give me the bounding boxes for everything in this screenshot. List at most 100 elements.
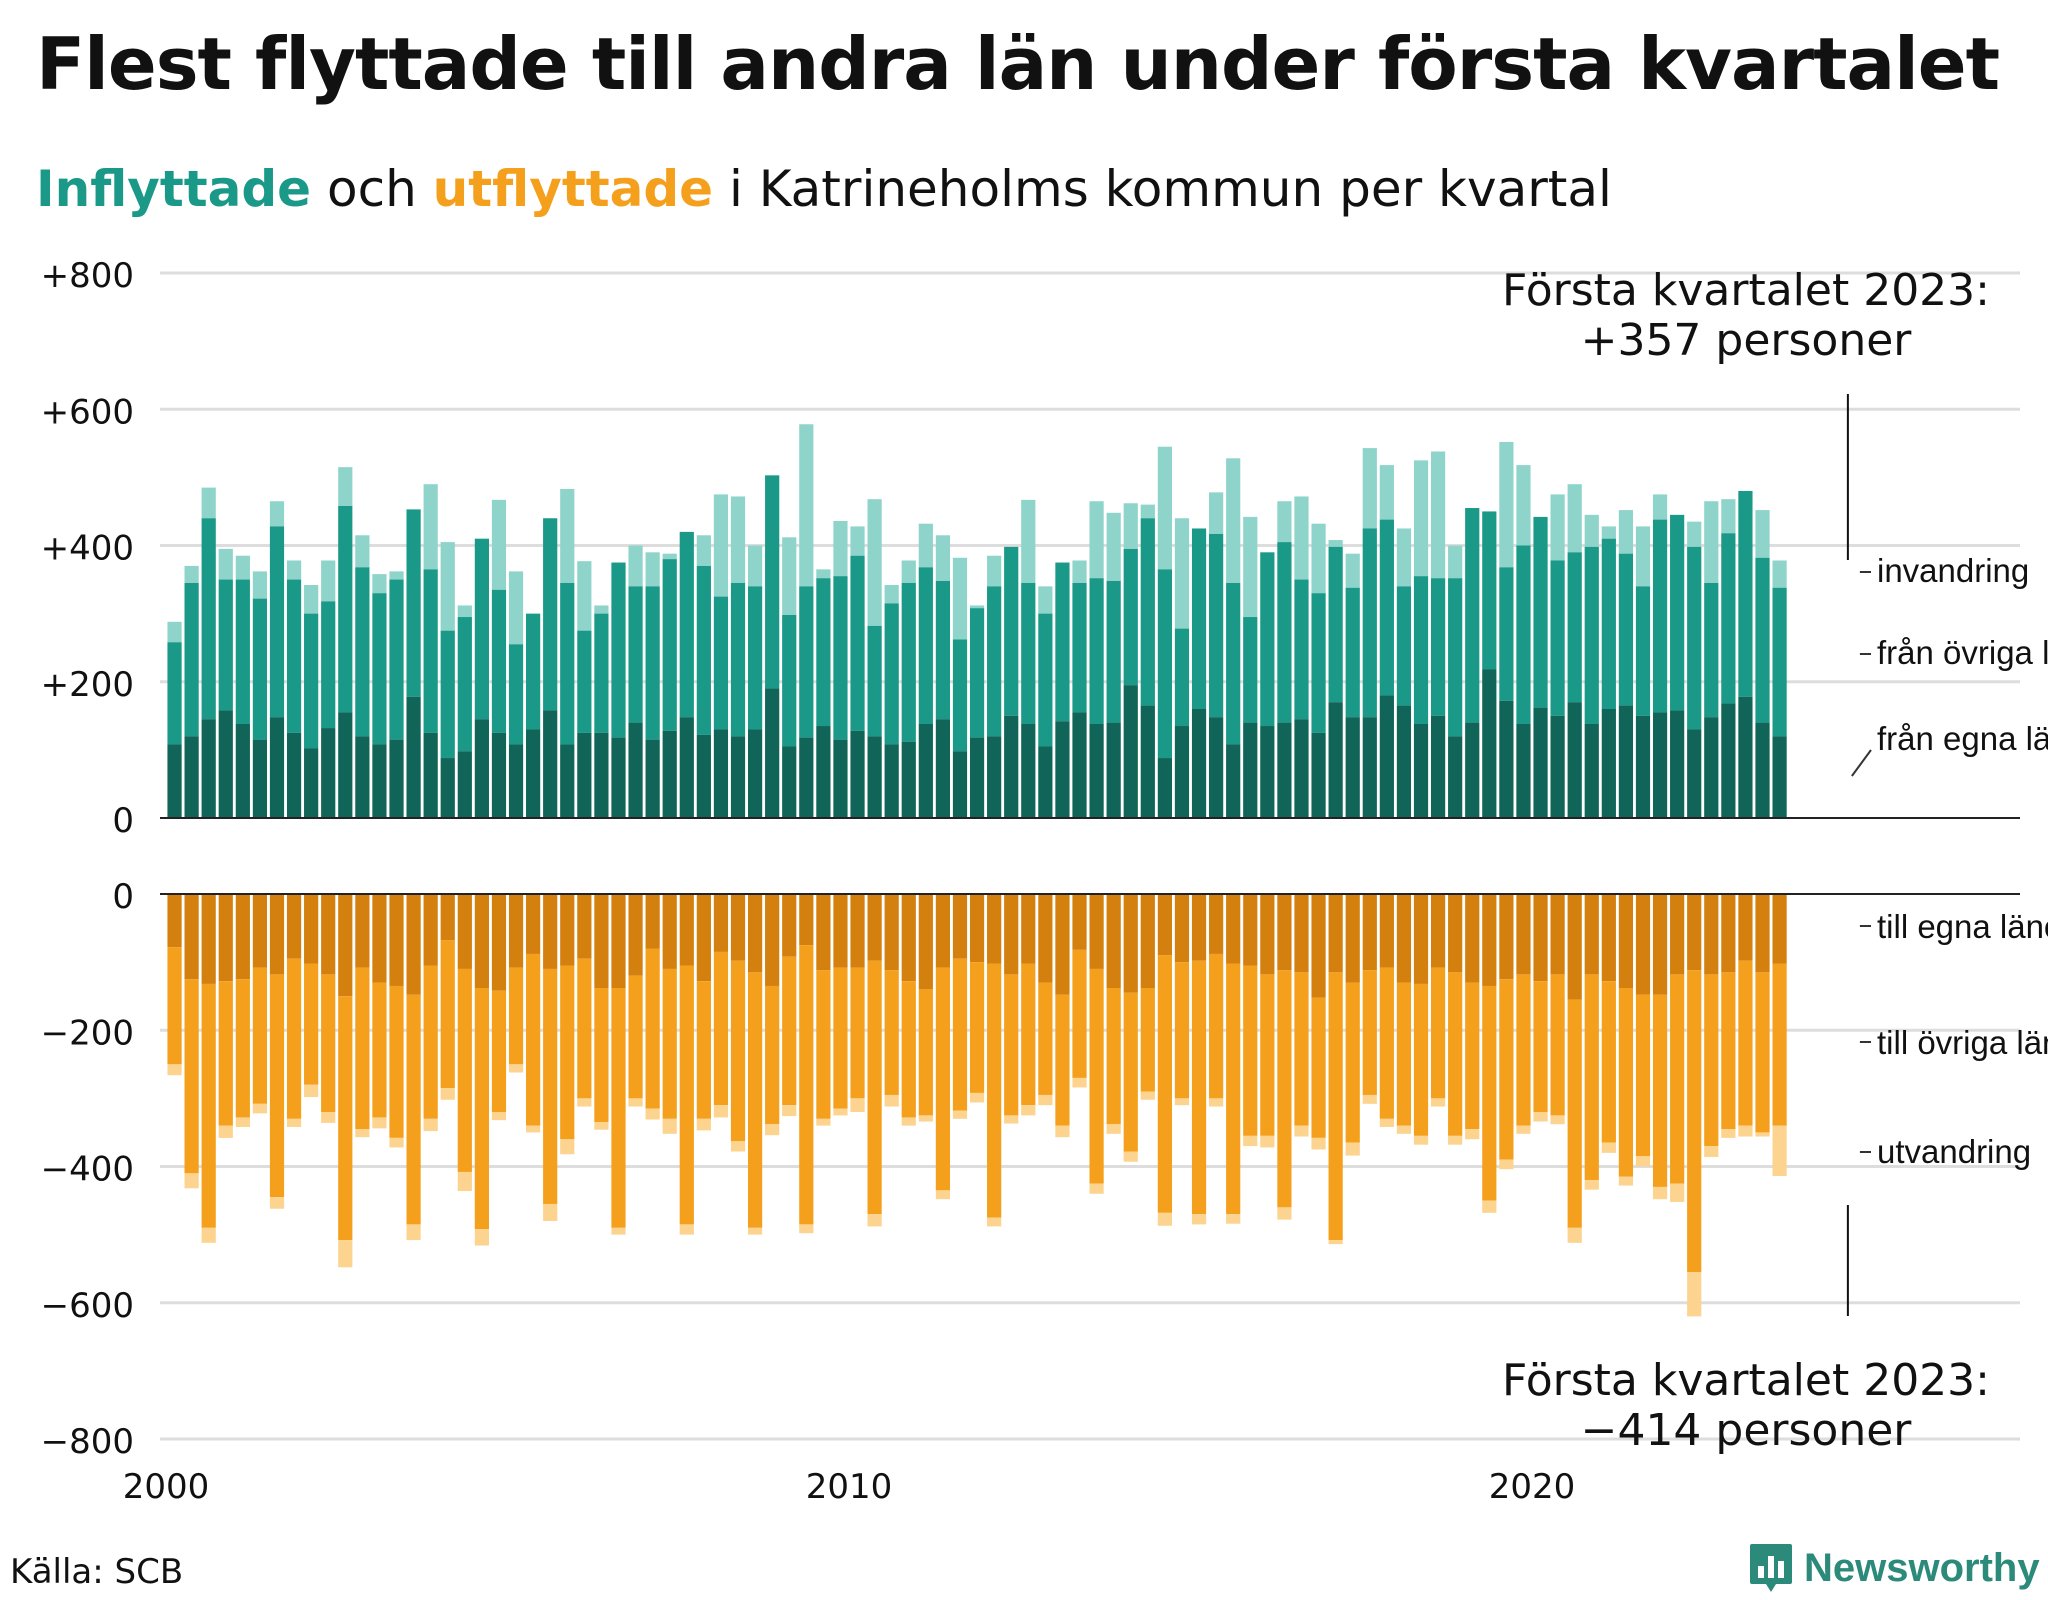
bar-in-ovriga [1499,567,1514,701]
bar-out-utvandring [1260,1135,1275,1148]
bar-out-ovriga [816,970,831,1119]
bar-out-egna [201,894,216,984]
bar-in-invandring [645,552,660,587]
bar-in-egna [218,710,233,818]
bar-out-ovriga [1260,974,1275,1136]
bar-out-utvandring [1106,1124,1121,1134]
bar-in-ovriga [1670,514,1685,711]
bar-in-ovriga [730,582,746,737]
bar-out-utvandring [1345,1142,1360,1156]
bar-out-egna [747,894,763,973]
bar-out-ovriga [1004,974,1019,1116]
bar-in-egna [1021,723,1036,818]
bar-in-invandring [918,523,933,568]
bar-in-egna [799,737,814,818]
bar-out-egna [1226,894,1241,964]
series-label-out: till övriga län [1877,1024,2048,1061]
bar-out-ovriga [474,988,489,1230]
bar-out-ovriga [1635,994,1651,1157]
bar-out-ovriga [1362,970,1377,1095]
bar-out-ovriga [1465,982,1480,1130]
bar-out-utvandring [696,1118,711,1131]
bar-out-ovriga [1670,974,1685,1184]
bar-in-invandring [269,501,285,527]
bar-out-utvandring [1652,1186,1668,1200]
bar-out-ovriga [969,962,985,1093]
bar-in-invandring [747,545,763,587]
bar-out-utvandring [1550,1115,1565,1125]
bar-out-utvandring [713,1105,729,1118]
bar-in-egna [423,732,438,818]
bar-out-utvandring [1738,1125,1753,1137]
bar-out-utvandring [1140,1091,1155,1100]
bar-out-utvandring [1567,1227,1582,1243]
bar-out-utvandring [747,1227,763,1235]
bar-out-utvandring [1209,1098,1224,1107]
bar-out-ovriga [1482,985,1497,1201]
bar-out-egna [1089,894,1104,969]
y-tick-label-bottom: −800 [41,1422,134,1462]
bar-out-ovriga [355,967,370,1130]
bar-out-utvandring [969,1092,985,1103]
bar-in-egna [1055,721,1070,818]
bar-in-egna [1004,715,1019,818]
bar-in-egna [1226,744,1241,818]
bar-in-egna [1174,726,1190,818]
bar-out-ovriga [799,945,814,1225]
bar-out-ovriga [184,979,199,1174]
bar-out-egna [474,894,489,989]
bar-in-egna [1328,702,1343,818]
annotation-top-line1: Första kvartalet 2023: [1502,265,1990,316]
bar-out-utvandring [1721,1129,1736,1138]
bar-out-egna [577,894,592,959]
bar-in-ovriga [1226,582,1241,745]
bar-in-egna [1652,712,1668,818]
bar-out-ovriga [252,967,268,1104]
bar-in-ovriga [406,509,421,697]
bar-in-egna [1550,715,1565,818]
bar-out-utvandring [252,1103,268,1114]
bar-out-ovriga [1072,949,1087,1078]
bar-out-egna [782,894,797,957]
bar-out-egna [1533,894,1548,982]
bar-in-ovriga [423,569,438,733]
bar-out-utvandring [816,1118,831,1126]
bar-out-utvandring [457,1171,472,1192]
bar-in-invandring [440,542,455,631]
bar-out-ovriga [1772,963,1787,1126]
bar-out-utvandring [218,1125,233,1138]
bar-in-egna [560,744,575,818]
bar-in-ovriga [987,586,1002,737]
bar-out-utvandring [918,1115,933,1122]
bar-in-egna [1157,758,1172,818]
x-tick-label: 2000 [123,1467,210,1507]
bar-in-invandring [1311,523,1326,594]
series-label-in: invandring [1877,552,2029,589]
bar-out-egna [645,894,660,949]
bar-in-invandring [1379,465,1394,520]
bar-out-egna [423,894,438,966]
bar-out-ovriga [765,985,780,1125]
bar-out-utvandring [560,1139,575,1155]
bar-in-egna [1448,736,1463,818]
bar-out-utvandring [526,1125,541,1133]
bar-out-egna [628,894,643,976]
bar-out-utvandring [1123,1151,1138,1162]
bar-in-invandring [1396,528,1412,587]
bar-out-utvandring [1226,1214,1241,1224]
bar-in-invandring [969,605,985,609]
bar-in-egna [1772,736,1787,818]
bar-in-invandring [1021,499,1036,583]
bar-in-egna [987,736,1002,818]
bar-out-utvandring [952,1110,968,1119]
bar-out-ovriga [1311,997,1326,1138]
bar-in-invandring [901,560,916,583]
bar-out-egna [440,894,455,941]
bar-out-egna [884,894,899,971]
bar-in-egna [1687,729,1702,818]
bar-out-ovriga [884,970,899,1095]
bar-in-invandring [1140,504,1155,519]
bar-out-ovriga [594,988,609,1123]
bar-in-invandring [1584,514,1599,547]
bar-in-egna [952,751,968,818]
